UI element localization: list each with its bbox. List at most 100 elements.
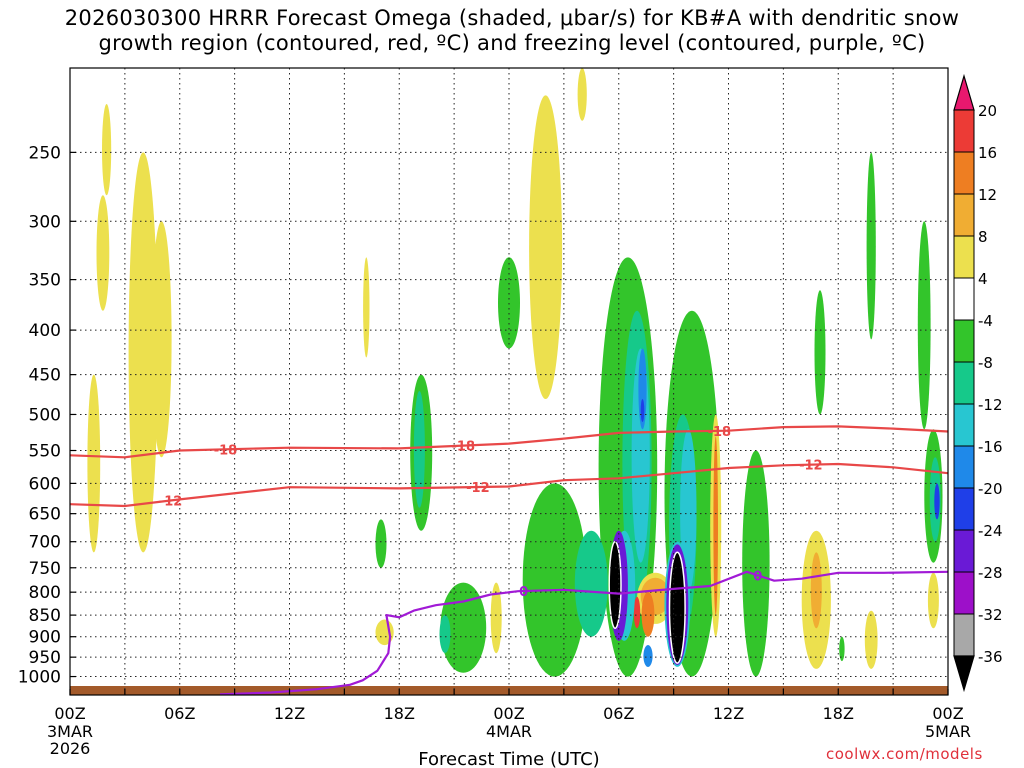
- colorbar-label-1: 16: [978, 144, 997, 162]
- y-tick-550: 550: [29, 442, 61, 462]
- omega-cell-1: [96, 195, 110, 311]
- omega-cell-10: [440, 582, 487, 673]
- colorbar-band-6: [953, 319, 975, 363]
- y-tick-350: 350: [29, 271, 61, 291]
- omega-cell-38: [713, 436, 718, 616]
- omega-cell-49: [927, 572, 939, 629]
- x-tick-30: 06Z: [603, 704, 634, 723]
- contour-label-2-0: 0: [519, 585, 528, 600]
- colorbar-bottom-arrow: [953, 655, 975, 693]
- omega-cell-15: [577, 68, 587, 121]
- colorbar-label-5: -4: [978, 312, 993, 330]
- omega-cell-13: [498, 257, 520, 349]
- omega-cell-11: [439, 615, 451, 654]
- omega-cell-3: [151, 221, 172, 458]
- contours: -18 -18 -18 -12 -12 -12 0 0: [69, 425, 949, 696]
- omega-cell-35: [668, 551, 686, 664]
- x-tick-36: 12Z: [713, 704, 744, 723]
- contour-label-1-1: -12: [466, 481, 490, 496]
- y-tick-700: 700: [29, 533, 61, 553]
- omega-cell-45: [917, 221, 931, 430]
- contour-line-2: [219, 570, 949, 696]
- colorbar: 20 16 12 8 4 -4 -8 -12 -16 -20 -24 -28 -32 -36: [953, 73, 1003, 693]
- colorbar-band-11: [953, 529, 975, 573]
- omega-cell-0: [87, 374, 101, 553]
- contour-label-0-1: -18: [452, 440, 476, 455]
- omega-cell-6: [375, 519, 387, 568]
- colorbar-label-7: -12: [978, 396, 1003, 414]
- colorbar-label-13: -36: [978, 648, 1003, 666]
- colorbar-band-8: [953, 403, 975, 447]
- omega-cell-12: [490, 582, 502, 654]
- colorbar-band-4: [953, 235, 975, 279]
- colorbar-label-9: -20: [978, 480, 1003, 498]
- x-tick-sub-24-0: 4MAR: [486, 722, 532, 741]
- colorbar-label-10: -24: [978, 522, 1003, 540]
- colorbar-band-7: [953, 361, 975, 405]
- y-tick-500: 500: [29, 405, 61, 425]
- omega-cell-43: [864, 610, 878, 669]
- colorbar-band-13: [953, 613, 975, 657]
- omega-cell-29: [633, 596, 641, 629]
- colorbar-label-12: -32: [978, 606, 1003, 624]
- grid: [70, 68, 948, 695]
- x-axis-label: Forecast Time (UTC): [418, 749, 599, 768]
- colorbar-band-1: [953, 109, 975, 153]
- omega-cell-50: [839, 636, 845, 662]
- colorbar-top-arrow: [953, 73, 975, 111]
- x-tick-sub-0-1: 2026: [50, 739, 91, 758]
- colorbar-label-4: 4: [978, 270, 988, 288]
- x-tick-sub-48-0: 5MAR: [925, 722, 971, 741]
- contour-line-1: [69, 462, 949, 508]
- omega-cell-42: [814, 290, 826, 415]
- omega-cell-23: [680, 429, 697, 593]
- omega-cell-28: [641, 592, 655, 637]
- colorbar-band-3: [953, 193, 975, 237]
- x-tick-6: 06Z: [164, 704, 195, 723]
- omega-cell-4: [102, 104, 112, 196]
- y-tick-800: 800: [29, 583, 61, 603]
- x-tick-18: 18Z: [384, 704, 415, 723]
- y-tick-950: 950: [29, 648, 61, 668]
- colorbar-band-9: [953, 445, 975, 489]
- omega-cell-48: [934, 483, 940, 520]
- colorbar-band-5: [953, 277, 975, 321]
- y-tick-600: 600: [29, 474, 61, 494]
- omega-cell-39: [742, 450, 770, 677]
- contour-line-0: [69, 425, 949, 459]
- colorbar-band-10: [953, 487, 975, 531]
- omega-cell-9: [375, 619, 394, 646]
- colorbar-label-2: 12: [978, 186, 997, 204]
- y-tick-850: 850: [29, 606, 61, 626]
- y-tick-1000: 1000: [18, 668, 61, 688]
- x-tick-42: 18Z: [823, 704, 854, 723]
- y-tick-750: 750: [29, 559, 61, 579]
- omega-cell-41: [810, 552, 822, 629]
- colorbar-band-2: [953, 151, 975, 195]
- y-tick-250: 250: [29, 143, 61, 163]
- contour-label-1-2: -12: [799, 459, 823, 474]
- chart-title-line1: 2026030300 HRRR Forecast Omega (shaded, …: [64, 6, 960, 30]
- omega-cell-2: [128, 152, 158, 553]
- x-tick-24: 00Z: [493, 704, 524, 723]
- omega-cell-16: [522, 483, 587, 677]
- y-tick-300: 300: [29, 212, 61, 232]
- contour-label-1-0: -12: [159, 495, 183, 510]
- credit-text: coolwx.com/models: [826, 745, 983, 763]
- y-tick-900: 900: [29, 628, 61, 648]
- x-tick-sub-0-0: 3MAR: [47, 722, 93, 741]
- colorbar-label-3: 8: [978, 228, 988, 246]
- y-tick-650: 650: [29, 505, 61, 525]
- x-tick-48: 00Z: [932, 704, 963, 723]
- omega-cell-14: [529, 95, 563, 399]
- y-tick-400: 400: [29, 321, 61, 341]
- colorbar-label-11: -28: [978, 564, 1003, 582]
- omega-cell-19: [574, 530, 608, 637]
- y-axis: 2503003504004505005506006507007508008509…: [18, 143, 76, 688]
- omega-shading: [87, 68, 943, 677]
- omega-cell-5: [363, 257, 370, 358]
- y-tick-450: 450: [29, 366, 61, 386]
- contour-label-0-2: -18: [708, 425, 732, 440]
